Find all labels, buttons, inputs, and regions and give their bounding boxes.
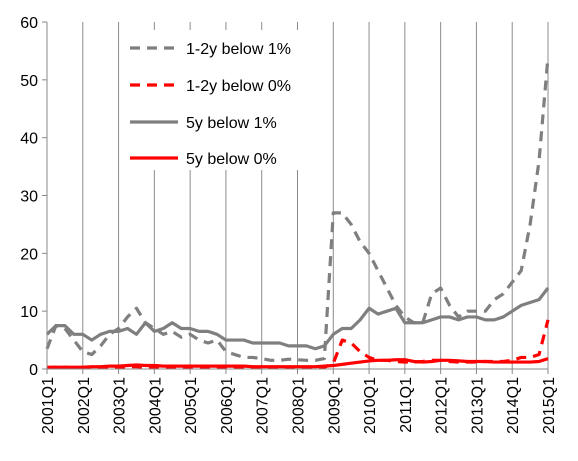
x-tick-label: 2013Q1 [469,377,486,434]
y-tick-label: 0 [29,362,38,379]
legend: 1-2y below 1% 1-2y below 0% 5y below 1% 5y … [120,30,325,170]
x-tick-label: 2006Q1 [219,377,236,434]
x-tick-label: 2015Q1 [541,377,558,434]
legend-label: 1-2y below 1% [186,41,291,58]
x-tick-label: 2008Q1 [291,377,308,434]
x-tick-label: 2003Q1 [112,377,129,434]
y-tick-label: 10 [20,304,38,321]
x-tick-label: 2007Q1 [255,377,272,434]
x-tick-label: 2009Q1 [326,377,343,434]
y-tick-label: 40 [20,131,38,148]
legend-label: 1-2y below 0% [186,78,291,95]
y-tick-label: 20 [20,246,38,263]
x-tick-label: 2010Q1 [362,377,379,434]
x-axis-ticks: 2001Q1 2002Q1 2003Q1 2004Q1 2005Q1 2006Q1 2007… [40,369,558,434]
x-tick-label: 2012Q1 [434,377,451,434]
legend-label: 5y below 0% [186,151,277,168]
series-line [45,287,550,351]
legend-background [120,30,325,170]
x-tick-label: 2005Q1 [183,377,200,434]
y-axis-ticks: 0 10 20 30 40 50 60 [20,15,47,379]
legend-label: 5y below 1% [186,115,277,132]
y-tick-label: 50 [20,73,38,90]
y-tick-label: 60 [20,15,38,32]
x-tick-label: 2004Q1 [147,377,164,434]
x-tick-label: 2011Q1 [398,377,415,433]
x-tick-label: 2001Q1 [40,377,57,434]
series-lines [45,56,550,370]
x-tick-label: 2014Q1 [505,377,522,434]
series-line [47,357,549,369]
y-tick-label: 30 [20,189,38,206]
x-tick-label: 2002Q1 [76,377,93,434]
